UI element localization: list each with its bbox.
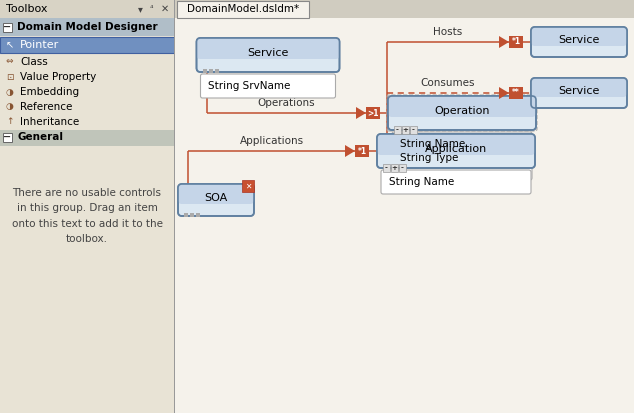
Text: Operations: Operations xyxy=(257,98,315,108)
Bar xyxy=(402,126,409,134)
FancyBboxPatch shape xyxy=(388,96,536,117)
Bar xyxy=(366,107,380,119)
Text: ▾: ▾ xyxy=(138,4,143,14)
FancyBboxPatch shape xyxy=(200,74,335,98)
Bar xyxy=(196,213,200,217)
Text: ✕: ✕ xyxy=(161,4,169,14)
FancyBboxPatch shape xyxy=(388,96,536,130)
Text: -: - xyxy=(396,127,399,133)
Bar xyxy=(391,164,398,172)
FancyBboxPatch shape xyxy=(377,134,535,155)
Bar xyxy=(410,126,417,134)
Text: Pointer: Pointer xyxy=(20,40,59,50)
Text: +: + xyxy=(403,127,408,133)
Text: −: − xyxy=(3,22,11,32)
Bar xyxy=(0,18,175,36)
FancyBboxPatch shape xyxy=(531,27,627,57)
Bar xyxy=(509,87,523,99)
FancyBboxPatch shape xyxy=(392,132,532,180)
Text: ⇔: ⇔ xyxy=(6,57,13,66)
Bar xyxy=(175,0,634,18)
Text: ⊡: ⊡ xyxy=(6,73,13,81)
Bar xyxy=(394,126,401,134)
Bar xyxy=(509,36,523,48)
Text: ✕: ✕ xyxy=(245,181,251,190)
Text: *1: *1 xyxy=(358,147,366,156)
Bar xyxy=(242,180,254,192)
FancyBboxPatch shape xyxy=(197,38,339,59)
Text: Consumes: Consumes xyxy=(421,78,476,88)
FancyBboxPatch shape xyxy=(531,78,627,108)
Text: ↑: ↑ xyxy=(6,118,13,126)
Text: Applications: Applications xyxy=(240,136,304,146)
FancyBboxPatch shape xyxy=(177,1,309,18)
FancyBboxPatch shape xyxy=(381,170,531,194)
Bar xyxy=(0,0,175,18)
Text: General: General xyxy=(17,132,63,142)
Bar xyxy=(399,164,406,172)
Text: -: - xyxy=(385,165,388,171)
Text: Service: Service xyxy=(247,48,288,58)
Text: ↖: ↖ xyxy=(6,40,14,50)
Text: Application: Application xyxy=(425,144,487,154)
Bar xyxy=(202,69,207,73)
Text: Service: Service xyxy=(559,35,600,45)
Text: Value Property: Value Property xyxy=(20,72,96,82)
Bar xyxy=(3,23,12,32)
Text: Reference: Reference xyxy=(20,102,72,112)
Bar xyxy=(209,69,212,73)
Polygon shape xyxy=(345,145,355,157)
Bar xyxy=(355,145,369,157)
Text: -: - xyxy=(412,127,415,133)
Text: Embedding: Embedding xyxy=(20,87,79,97)
Bar xyxy=(184,213,188,217)
Bar xyxy=(0,130,175,146)
Text: String SrvName: String SrvName xyxy=(209,81,291,91)
Bar xyxy=(3,133,12,142)
Text: String Type: String Type xyxy=(400,153,458,163)
FancyBboxPatch shape xyxy=(531,78,627,97)
Text: ◑: ◑ xyxy=(6,88,14,97)
Bar xyxy=(383,164,390,172)
Bar xyxy=(0,0,175,413)
Text: Domain Model Designer: Domain Model Designer xyxy=(17,22,158,32)
Text: Service: Service xyxy=(559,86,600,96)
Text: Toolbox: Toolbox xyxy=(6,4,48,14)
Text: *1: *1 xyxy=(512,38,521,47)
Bar xyxy=(0,37,175,53)
FancyBboxPatch shape xyxy=(178,184,254,204)
Text: String Name: String Name xyxy=(389,177,454,187)
Text: Class: Class xyxy=(20,57,48,67)
FancyBboxPatch shape xyxy=(377,134,535,168)
Text: −: − xyxy=(3,132,11,142)
Text: Hosts: Hosts xyxy=(434,27,463,37)
FancyBboxPatch shape xyxy=(197,38,339,72)
Polygon shape xyxy=(356,107,366,119)
Text: SOA: SOA xyxy=(204,193,228,203)
Bar xyxy=(190,213,194,217)
Text: DomainModel.dsldm*: DomainModel.dsldm* xyxy=(187,4,299,14)
Text: Operation: Operation xyxy=(434,106,489,116)
Bar xyxy=(214,69,219,73)
Text: Inheritance: Inheritance xyxy=(20,117,79,127)
Text: There are no usable controls
in this group. Drag an item
onto this text to add i: There are no usable controls in this gro… xyxy=(11,188,162,244)
FancyBboxPatch shape xyxy=(178,184,254,216)
Text: ⁴: ⁴ xyxy=(150,5,153,14)
Bar xyxy=(175,18,634,413)
Text: **: ** xyxy=(512,88,520,97)
Text: -: - xyxy=(401,165,404,171)
Polygon shape xyxy=(499,87,509,99)
FancyBboxPatch shape xyxy=(531,27,627,46)
Text: ◑: ◑ xyxy=(6,102,14,112)
Polygon shape xyxy=(499,36,509,48)
Text: String Name: String Name xyxy=(400,139,465,149)
Text: +: + xyxy=(392,165,398,171)
Text: >1: >1 xyxy=(367,109,378,118)
Bar xyxy=(174,0,175,413)
